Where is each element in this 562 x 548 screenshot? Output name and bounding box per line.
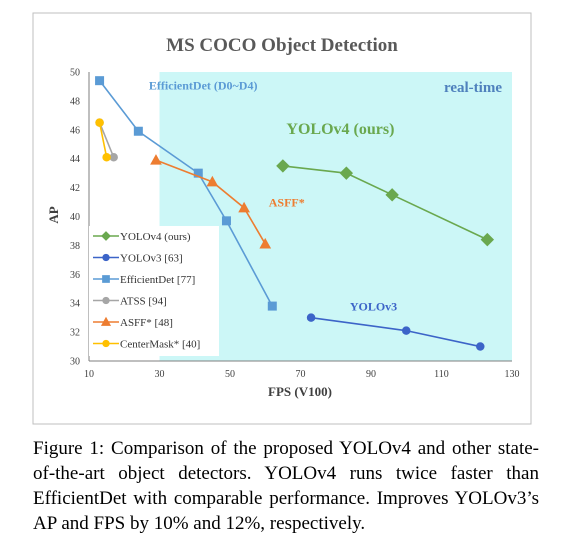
data-point (306, 313, 316, 322)
legend-label: ATSS [94] (120, 296, 167, 308)
data-point (95, 118, 104, 127)
legend-entry: ASFF* [48] (93, 316, 173, 329)
legend-marker (102, 339, 110, 348)
series-efficientdet-77 (95, 76, 277, 311)
legend-label: YOLOv3 [63] (120, 253, 183, 265)
y-tick-label: 46 (70, 125, 80, 136)
y-tick-label: 42 (70, 183, 80, 194)
legend-marker (100, 316, 112, 326)
series-centermask-40 (95, 118, 111, 162)
y-tick-label: 44 (70, 154, 80, 165)
series-yolov4-ours (276, 159, 495, 247)
series-line (282, 165, 488, 241)
figure-caption: Figure 1: Comparison of the proposed YOL… (33, 438, 539, 534)
x-tick-label: 30 (155, 369, 165, 380)
y-axis-label: AP (46, 206, 61, 223)
x-axis-label: FPS (V100) (268, 384, 332, 399)
x-tick-label: 70 (296, 369, 306, 380)
y-tick-label: 38 (70, 241, 80, 252)
y-tick-label: 36 (70, 270, 80, 281)
x-tick-label: 110 (434, 369, 449, 380)
legend-label: CenterMask* [40] (120, 339, 200, 351)
legend-box (89, 226, 219, 356)
series-layer (95, 76, 495, 351)
data-point (150, 154, 162, 165)
y-tick-label: 32 (70, 328, 80, 339)
legend-label: EfficientDet [77] (120, 274, 195, 286)
data-point (259, 237, 272, 249)
series-yolov3-63 (306, 313, 485, 351)
x-tick-label: 50 (225, 369, 235, 380)
annotation-layer: YOLOv4 (ours) YOLOv3 EfficientDet (D0~D4) A… (149, 78, 397, 313)
data-point (221, 216, 231, 226)
data-point (95, 76, 105, 86)
series-line (98, 122, 108, 158)
legend-entry: YOLOv3 [63] (93, 253, 183, 265)
data-point (339, 166, 354, 180)
data-point (480, 232, 495, 247)
chart-outer-frame (32, 12, 532, 425)
legend-label: YOLOv4 (ours) (120, 231, 191, 243)
data-point (102, 153, 111, 162)
legend: YOLOv4 (ours) YOLOv3 [63] EfficientDet [77… (89, 226, 219, 356)
series-asff-48 (150, 154, 272, 249)
series-annotation: YOLOv3 (350, 299, 397, 313)
y-tick-label: 50 (70, 68, 80, 79)
y-tick-label: 48 (70, 96, 80, 107)
chart: 10 30 50 70 90 110 130 30 32 34 36 38 40 42 44 46 48 50 Y… (32, 12, 532, 425)
realtime-label: real-time (444, 80, 502, 96)
legend-entry: YOLOv4 (ours) (93, 231, 191, 243)
series-annotation: YOLOv4 (ours) (286, 121, 394, 138)
legend-marker (102, 253, 110, 262)
data-point (476, 342, 485, 351)
data-point (206, 175, 219, 187)
data-point (109, 153, 118, 162)
data-point (276, 159, 290, 173)
legend-entry: EfficientDet [77] (93, 274, 195, 286)
legend-marker (102, 296, 110, 305)
series-line (98, 122, 115, 158)
chart-title: MS COCO Object Detection (166, 35, 398, 56)
data-point (385, 188, 399, 202)
data-point (402, 326, 411, 335)
y-tick-label: 30 (70, 357, 80, 368)
legend-marker (101, 231, 111, 241)
data-point (267, 301, 277, 311)
data-point (133, 126, 143, 136)
x-tick-label: 130 (505, 369, 520, 380)
series-annotation: EfficientDet (D0~D4) (149, 78, 258, 92)
data-point (238, 201, 250, 213)
series-line (155, 159, 266, 245)
legend-label: ASFF* [48] (120, 317, 173, 329)
series-annotation: ASFF* (269, 195, 305, 209)
legend-entry: ATSS [94] (93, 296, 167, 308)
y-tick-label: 34 (70, 299, 80, 310)
legend-entry: CenterMask* [40] (93, 339, 200, 351)
legend-marker (102, 275, 110, 283)
y-tick-label: 40 (70, 212, 80, 223)
x-tick-label: 90 (366, 369, 376, 380)
x-tick-label: 10 (84, 369, 94, 380)
